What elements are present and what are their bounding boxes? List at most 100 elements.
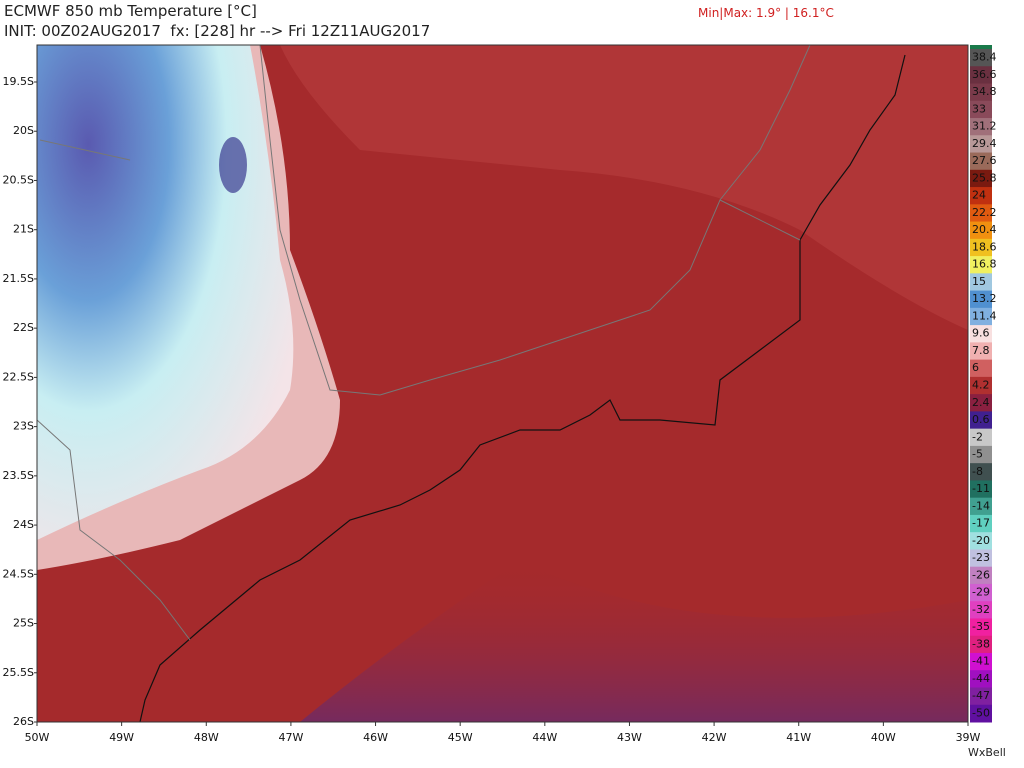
legend-label: 16.8 bbox=[972, 258, 997, 271]
legend-label: 18.6 bbox=[972, 240, 997, 253]
legend-label: 27.6 bbox=[972, 154, 997, 167]
legend-swatch bbox=[970, 463, 992, 481]
lat-label: 22.5S bbox=[3, 370, 34, 383]
lat-label: 20S bbox=[13, 124, 34, 137]
legend-label: -26 bbox=[972, 568, 990, 581]
legend-top bbox=[970, 45, 992, 49]
legend-swatch bbox=[970, 135, 992, 154]
legend-swatch bbox=[970, 618, 992, 637]
coastline bbox=[139, 54, 906, 723]
legend-swatch bbox=[970, 290, 992, 309]
legend-swatch bbox=[970, 670, 992, 688]
legend-label: -44 bbox=[972, 672, 990, 685]
legend-label: 25.8 bbox=[972, 171, 997, 184]
legend-swatch bbox=[970, 428, 992, 447]
legend-label: 11.4 bbox=[972, 309, 997, 322]
init-line: INIT: 00Z02AUG2017 fx: [228] hr --> Fri … bbox=[4, 22, 431, 40]
map-frame bbox=[36, 44, 969, 723]
lat-label: 25.5S bbox=[3, 666, 34, 679]
min-max: Min|Max: 1.9° | 16.1°C bbox=[698, 6, 834, 20]
legend-label: 38.4 bbox=[972, 51, 997, 64]
lon-label: 42W bbox=[702, 731, 727, 744]
lat-label: 22S bbox=[13, 321, 34, 334]
legend-label: 6 bbox=[972, 361, 979, 374]
legend-swatch bbox=[970, 83, 992, 102]
legend-label: -5 bbox=[972, 448, 983, 461]
legend-label: -50 bbox=[972, 706, 990, 719]
legend-swatch bbox=[970, 687, 992, 706]
legend-label: 9.6 bbox=[972, 327, 990, 340]
cold-core bbox=[219, 137, 247, 193]
credit: WxBell bbox=[968, 746, 1006, 759]
legend-label: -11 bbox=[972, 482, 990, 495]
legend-swatch bbox=[970, 238, 992, 257]
legend-swatch bbox=[970, 376, 992, 395]
legend-label: 22.2 bbox=[972, 206, 997, 219]
legend-label: 29.4 bbox=[972, 137, 997, 150]
lat-label: 21.5S bbox=[3, 272, 34, 285]
legend-label: -38 bbox=[972, 637, 990, 650]
lon-label: 40W bbox=[871, 731, 896, 744]
legend-label: 4.2 bbox=[972, 379, 990, 392]
lon-label: 44W bbox=[532, 731, 557, 744]
lon-label: 48W bbox=[194, 731, 219, 744]
lon-label: 46W bbox=[363, 731, 388, 744]
legend-label: 24 bbox=[972, 189, 986, 202]
legend-swatch bbox=[970, 118, 992, 136]
cool-region bbox=[300, 560, 968, 722]
legend-swatch bbox=[970, 204, 992, 223]
legend-label: -41 bbox=[972, 655, 990, 668]
legend-swatch bbox=[970, 307, 992, 326]
legend-swatch bbox=[970, 325, 992, 343]
legend-swatch bbox=[970, 342, 992, 361]
legend-swatch bbox=[970, 187, 992, 205]
legend-swatch bbox=[970, 273, 992, 292]
legend-swatch bbox=[970, 497, 992, 516]
legend-swatch bbox=[970, 100, 992, 119]
legend-swatch bbox=[970, 152, 992, 171]
lon-label: 43W bbox=[617, 731, 642, 744]
legend-swatch bbox=[970, 652, 992, 671]
legend-swatch bbox=[970, 221, 992, 240]
legend-swatch bbox=[970, 566, 992, 585]
border bbox=[36, 44, 811, 641]
legend-swatch bbox=[970, 601, 992, 619]
lon-label: 49W bbox=[109, 731, 134, 744]
title: ECMWF 850 mb Temperature [°C] bbox=[4, 2, 257, 20]
legend-label: 20.4 bbox=[972, 223, 997, 236]
lat-label: 19.5S bbox=[3, 75, 34, 88]
legend-swatch bbox=[970, 49, 992, 67]
legend-swatch bbox=[970, 411, 992, 430]
legend-label: 7.8 bbox=[972, 344, 990, 357]
legend-swatch bbox=[970, 256, 992, 274]
legend-label: -47 bbox=[972, 689, 990, 702]
lon-label: 45W bbox=[448, 731, 473, 744]
lon-label: 50W bbox=[25, 731, 50, 744]
legend-label: -32 bbox=[972, 603, 990, 616]
lat-label: 20.5S bbox=[3, 173, 34, 186]
lon-label: 47W bbox=[278, 731, 303, 744]
legend-label: -29 bbox=[972, 586, 990, 599]
lat-label: 25S bbox=[13, 617, 34, 630]
legend-label: -14 bbox=[972, 499, 990, 512]
lat-label: 26S bbox=[13, 715, 34, 728]
legend-label: 33 bbox=[972, 102, 986, 115]
lat-label: 23.5S bbox=[3, 469, 34, 482]
warm-region bbox=[37, 45, 968, 330]
legend-label: -20 bbox=[972, 534, 990, 547]
legend-swatch bbox=[970, 583, 992, 602]
legend-swatch bbox=[970, 394, 992, 412]
legend-label: -35 bbox=[972, 620, 990, 633]
legend-swatch bbox=[970, 514, 992, 533]
lat-label: 24.5S bbox=[3, 567, 34, 580]
legend-label: 31.2 bbox=[972, 120, 997, 133]
legend-label: 15 bbox=[972, 275, 986, 288]
legend-swatch bbox=[970, 359, 992, 378]
legend-swatch bbox=[970, 480, 992, 499]
legend-label: 34.8 bbox=[972, 85, 997, 98]
legend-swatch bbox=[970, 445, 992, 464]
legend-label: -23 bbox=[972, 551, 990, 564]
legend-label: -17 bbox=[972, 517, 990, 530]
legend-label: 2.4 bbox=[972, 396, 990, 409]
